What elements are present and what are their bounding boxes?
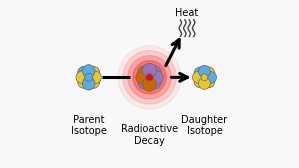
Text: Radioactive
Decay: Radioactive Decay: [121, 124, 178, 146]
Circle shape: [123, 51, 176, 104]
Text: Parent
Isotope: Parent Isotope: [71, 115, 107, 136]
Circle shape: [85, 73, 93, 81]
Circle shape: [143, 63, 156, 77]
Circle shape: [194, 67, 206, 79]
Circle shape: [203, 67, 215, 79]
Circle shape: [87, 66, 100, 79]
Circle shape: [199, 71, 210, 83]
Circle shape: [87, 76, 100, 88]
Circle shape: [78, 66, 90, 79]
Circle shape: [205, 71, 216, 83]
Circle shape: [199, 77, 210, 89]
Circle shape: [146, 74, 153, 81]
Circle shape: [82, 77, 95, 90]
Circle shape: [82, 65, 95, 77]
Circle shape: [193, 71, 205, 83]
Circle shape: [138, 66, 151, 79]
Circle shape: [201, 74, 208, 81]
Text: Daughter
Isotope: Daughter Isotope: [181, 115, 228, 136]
Circle shape: [136, 70, 150, 84]
Circle shape: [142, 70, 157, 85]
Circle shape: [149, 70, 163, 84]
Circle shape: [128, 56, 171, 99]
Text: Heat: Heat: [175, 8, 199, 18]
Circle shape: [133, 61, 166, 94]
Circle shape: [203, 76, 215, 88]
Circle shape: [148, 66, 161, 79]
Circle shape: [199, 65, 210, 77]
Circle shape: [148, 76, 161, 89]
Circle shape: [78, 76, 90, 88]
Circle shape: [118, 46, 181, 109]
Circle shape: [194, 76, 206, 88]
Circle shape: [82, 71, 95, 84]
Circle shape: [76, 71, 89, 84]
Circle shape: [143, 77, 156, 91]
Circle shape: [89, 71, 101, 84]
Circle shape: [138, 76, 151, 89]
